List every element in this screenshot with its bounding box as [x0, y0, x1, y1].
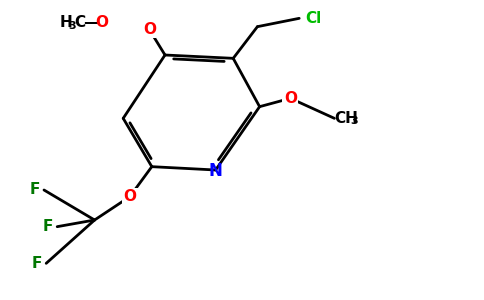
- Text: CH: CH: [334, 111, 358, 126]
- Text: C: C: [75, 15, 86, 30]
- Text: O: O: [284, 91, 297, 106]
- Text: F: F: [32, 256, 42, 271]
- Text: F: F: [30, 182, 40, 197]
- Text: O: O: [123, 189, 136, 204]
- Text: 3: 3: [350, 116, 358, 126]
- Text: F: F: [43, 219, 53, 234]
- Text: O: O: [95, 15, 108, 30]
- Text: —: —: [83, 15, 99, 30]
- Text: O: O: [143, 22, 156, 38]
- Text: N: N: [209, 162, 223, 180]
- Text: 3: 3: [68, 21, 76, 31]
- Text: H: H: [60, 15, 72, 30]
- Text: Cl: Cl: [305, 11, 321, 26]
